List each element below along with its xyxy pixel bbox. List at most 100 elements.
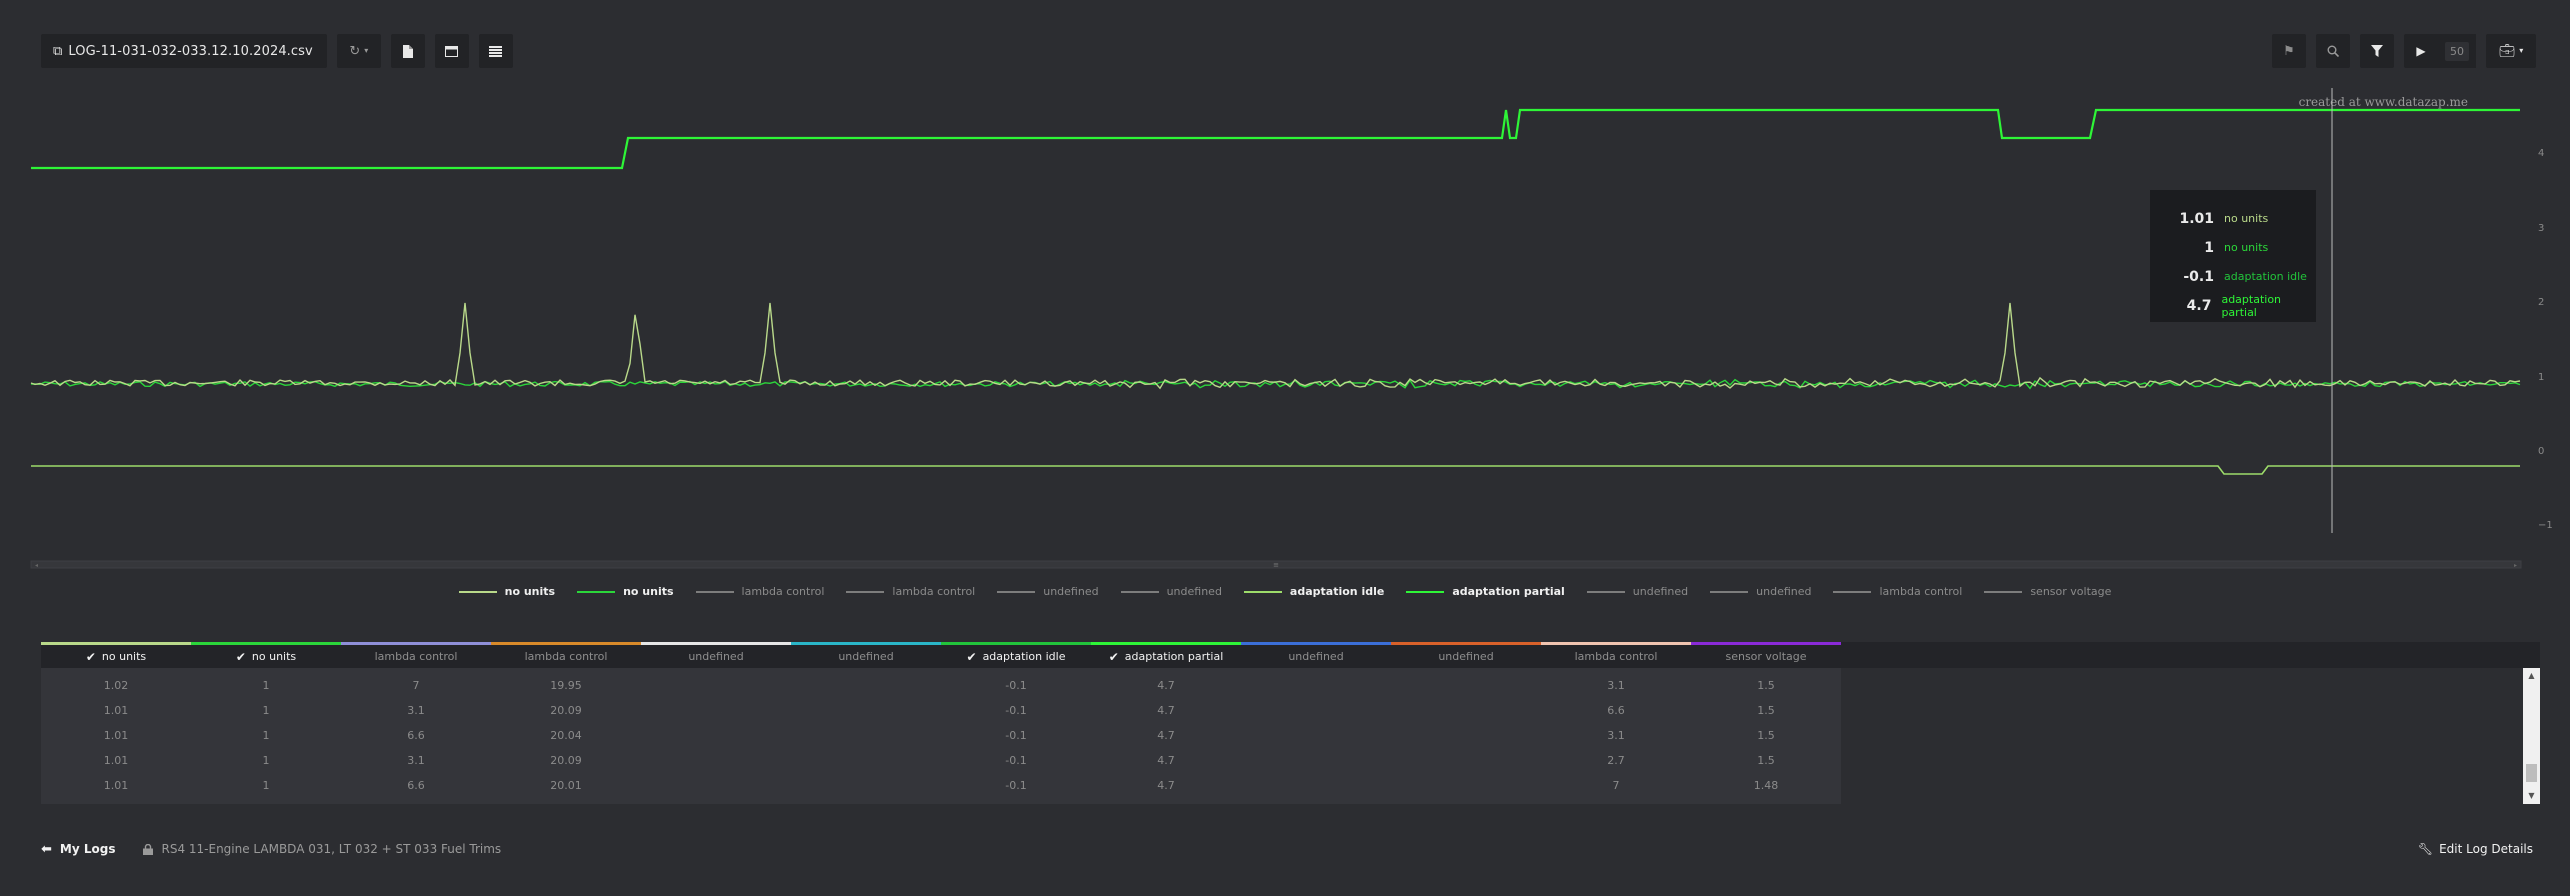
- table-column-header[interactable]: undefined: [1391, 642, 1541, 668]
- tooltip-value: 4.7: [2150, 298, 2211, 314]
- table-column-header[interactable]: sensor voltage: [1691, 642, 1841, 668]
- filter-icon: [2371, 45, 2383, 57]
- table-row[interactable]: 1.01 1 3.1 20.09 -0.1 4.7 2.7 1.5: [41, 748, 1841, 773]
- legend-label: lambda control: [742, 585, 825, 598]
- edit-log-details-label: Edit Log Details: [2439, 842, 2533, 856]
- scroller-grip-icon[interactable]: ≡: [1273, 561, 1279, 569]
- table-body[interactable]: 1.02 1 7 19.95 -0.1 4.7 3.1 1.5 1.01 1 3.1 20.09 -0.…: [41, 668, 1841, 804]
- legend-item[interactable]: sensor voltage: [1984, 585, 2111, 598]
- my-logs-label: My Logs: [60, 842, 116, 856]
- table-cell: [791, 723, 941, 748]
- table-cell: [1241, 748, 1391, 773]
- tooltip-row: 1 no units: [2150, 233, 2316, 262]
- legend-swatch: [1587, 591, 1625, 593]
- legend-item[interactable]: adaptation partial: [1406, 585, 1564, 598]
- log-name: RS4 11-Engine LAMBDA 031, LT 032 + ST 03…: [143, 842, 501, 856]
- table-scrollbar[interactable]: ▲ ▼: [2523, 668, 2540, 804]
- legend-label: sensor voltage: [2030, 585, 2111, 598]
- legend-item[interactable]: lambda control: [846, 585, 975, 598]
- flag-button[interactable]: ⚑: [2272, 34, 2306, 68]
- legend-label: undefined: [1756, 585, 1811, 598]
- table-cell: 4.7: [1091, 773, 1241, 798]
- table-column-header[interactable]: lambda control: [1541, 642, 1691, 668]
- table-cell: [791, 773, 941, 798]
- table-cell: 4.7: [1091, 748, 1241, 773]
- log-chart[interactable]: 4 3 2 1 0 −1 created at www.datazap.me ◂ ▸ ≡: [0, 80, 2570, 580]
- table-column-header[interactable]: undefined: [641, 642, 791, 668]
- playback-speed[interactable]: 50: [2438, 34, 2476, 68]
- tools-dropdown-button[interactable]: 💼︎ ▾: [2486, 34, 2536, 68]
- check-icon: ✔: [967, 650, 977, 664]
- back-arrow-icon: ⬅︎: [41, 843, 52, 856]
- tooltip-value: -0.1: [2150, 269, 2214, 285]
- table-cell: 1: [191, 673, 341, 698]
- table-column-header[interactable]: ✔ adaptation idle: [941, 642, 1091, 668]
- scroller-right-arrow[interactable]: ▸: [2514, 562, 2517, 569]
- table-column-header[interactable]: ✔ no units: [41, 642, 191, 668]
- legend-item[interactable]: undefined: [1587, 585, 1688, 598]
- table-cell: -0.1: [941, 723, 1091, 748]
- series-adaptation-idle-line: [31, 466, 2520, 474]
- scroll-down-icon[interactable]: ▼: [2523, 788, 2540, 804]
- refresh-icon: ↻: [349, 45, 360, 58]
- table-cell: [1391, 698, 1541, 723]
- y-tick-label: 3: [2538, 223, 2544, 234]
- legend-item[interactable]: undefined: [1710, 585, 1811, 598]
- table-column-header[interactable]: ✔ no units: [191, 642, 341, 668]
- table-cell: [641, 698, 791, 723]
- column-header-label: no units: [102, 650, 146, 663]
- legend-swatch: [577, 591, 615, 593]
- table-row[interactable]: 1.01 1 6.6 20.04 -0.1 4.7 3.1 1.5: [41, 723, 1841, 748]
- file-button[interactable]: [391, 34, 425, 68]
- table-cell: -0.1: [941, 673, 1091, 698]
- legend-item[interactable]: undefined: [997, 585, 1098, 598]
- legend-item[interactable]: no units: [577, 585, 673, 598]
- window-button[interactable]: [435, 34, 469, 68]
- check-icon: ✔: [236, 650, 246, 664]
- table-column-header[interactable]: ✔ adaptation partial: [1091, 642, 1241, 668]
- my-logs-link[interactable]: ⬅︎ My Logs: [41, 842, 115, 856]
- table-column-header[interactable]: lambda control: [341, 642, 491, 668]
- list-button[interactable]: [479, 34, 513, 68]
- legend-item[interactable]: lambda control: [1833, 585, 1962, 598]
- table-column-header[interactable]: undefined: [791, 642, 941, 668]
- table-cell: 1.5: [1691, 698, 1841, 723]
- legend-item[interactable]: lambda control: [696, 585, 825, 598]
- table-cell: 1.5: [1691, 673, 1841, 698]
- edit-log-details-link[interactable]: 🔧︎ Edit Log Details: [2418, 842, 2533, 856]
- column-header-label: lambda control: [525, 650, 608, 663]
- refresh-dropdown-button[interactable]: ↻ ▾: [337, 34, 381, 68]
- column-header-label: sensor voltage: [1725, 650, 1806, 663]
- playback-speed-label: 50: [2445, 42, 2469, 61]
- zoom-button[interactable]: [2316, 34, 2350, 68]
- table-cell: [641, 748, 791, 773]
- table-row[interactable]: 1.01 1 3.1 20.09 -0.1 4.7 6.6 1.5: [41, 698, 1841, 723]
- legend-item[interactable]: adaptation idle: [1244, 585, 1384, 598]
- table-cell: [1241, 698, 1391, 723]
- y-tick-label: 2: [2538, 297, 2544, 308]
- legend-label: lambda control: [1879, 585, 1962, 598]
- table-column-header[interactable]: undefined: [1241, 642, 1391, 668]
- series-no-units-1-line: [31, 303, 2520, 388]
- table-cell: 20.04: [491, 723, 641, 748]
- table-column-header[interactable]: lambda control: [491, 642, 641, 668]
- table-cell: 7: [341, 673, 491, 698]
- table-cell: [1391, 673, 1541, 698]
- table-row[interactable]: 1.02 1 7 19.95 -0.1 4.7 3.1 1.5: [41, 673, 1841, 698]
- chevron-down-icon: ▾: [2519, 47, 2523, 55]
- table-row[interactable]: 1.01 1 6.6 20.01 -0.1 4.7 7 1.48: [41, 773, 1841, 798]
- scroll-thumb[interactable]: [2526, 764, 2537, 782]
- legend-item[interactable]: undefined: [1121, 585, 1222, 598]
- scroll-up-icon[interactable]: ▲: [2523, 668, 2540, 684]
- legend-item[interactable]: no units: [459, 585, 555, 598]
- play-button[interactable]: ▶: [2404, 34, 2438, 68]
- filter-button[interactable]: [2360, 34, 2394, 68]
- chart-watermark: created at www.datazap.me: [2299, 95, 2468, 109]
- table-cell: 2.7: [1541, 748, 1691, 773]
- table-cell: 19.95: [491, 673, 641, 698]
- table-cell: 6.6: [1541, 698, 1691, 723]
- legend-swatch: [1406, 591, 1444, 593]
- table-cell: 1.01: [41, 773, 191, 798]
- file-name-button[interactable]: ⧉ LOG-11-031-032-033.12.10.2024.csv: [41, 34, 327, 68]
- scroller-left-arrow[interactable]: ◂: [35, 562, 38, 569]
